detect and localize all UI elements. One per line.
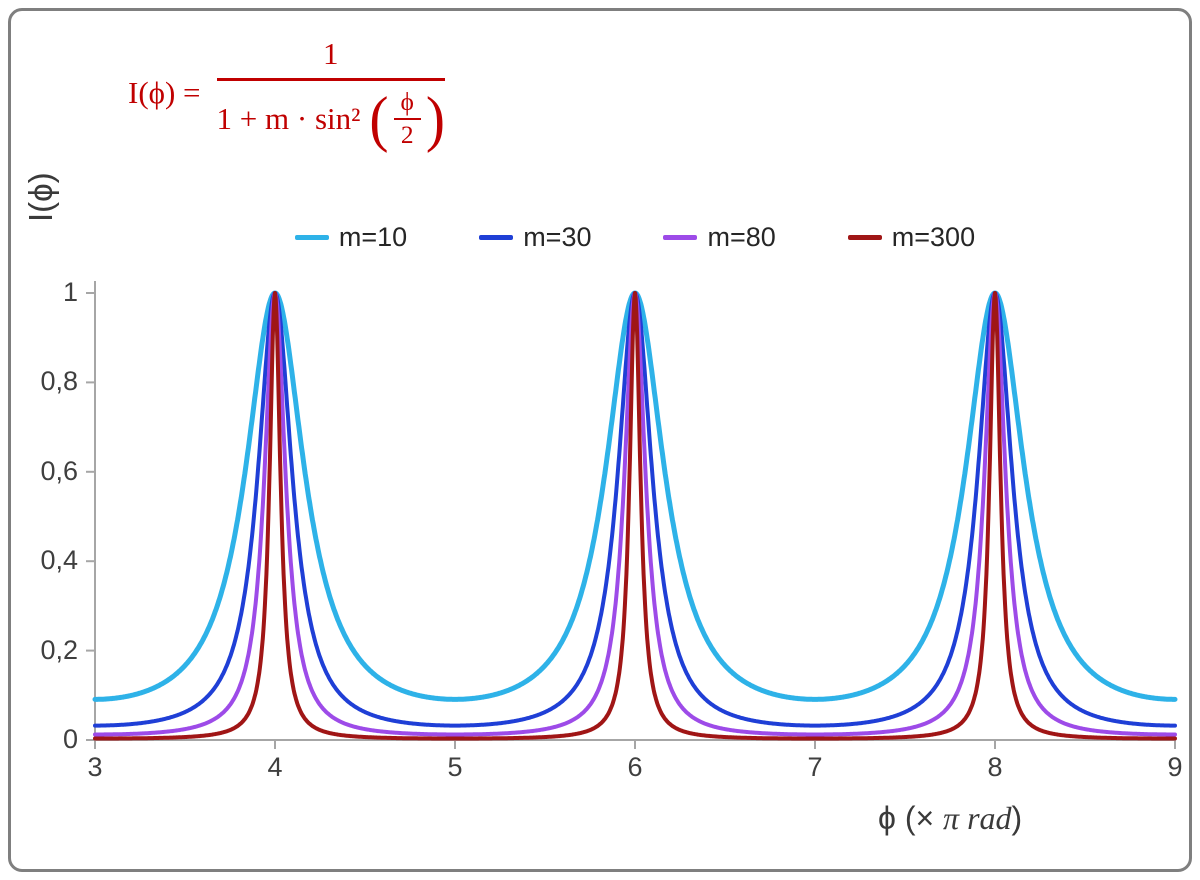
x-axis-title-unit: π rad bbox=[943, 800, 1012, 836]
x-axis-title-pre: ϕ (× bbox=[878, 800, 944, 836]
legend-item-m300: m=300 bbox=[847, 222, 976, 253]
legend-label-m10: m=10 bbox=[338, 222, 408, 252]
curve-m=80 bbox=[93, 291, 1177, 737]
x-tick-label-9: 9 bbox=[1167, 752, 1183, 782]
x-tick-label-5: 5 bbox=[447, 752, 463, 782]
y-tick-label-0: 0 bbox=[62, 724, 78, 754]
formula-lhs: I(ϕ) = bbox=[128, 75, 201, 111]
legend-item-m30: m=30 bbox=[479, 222, 591, 253]
x-tick-label-4: 4 bbox=[267, 752, 283, 782]
legend-swatch-m300 bbox=[847, 235, 882, 240]
legend-label-m80: m=80 bbox=[707, 222, 776, 252]
formula-inner-numerator: ϕ bbox=[393, 88, 421, 121]
legend: m=10 m=30 m=80 m=300 bbox=[95, 222, 1175, 253]
x-axis-title: ϕ (× π rad) bbox=[878, 800, 1022, 837]
formula-inner-fraction: ϕ 2 bbox=[393, 88, 421, 150]
legend-item-m80: m=80 bbox=[663, 222, 776, 253]
x-tick-label-7: 7 bbox=[807, 752, 823, 782]
legend-label-m300: m=300 bbox=[891, 222, 976, 252]
legend-swatch-m10 bbox=[294, 235, 329, 240]
y-tick-label-0,6: 0,6 bbox=[40, 455, 78, 486]
y-tick-label-0,2: 0,2 bbox=[40, 634, 78, 665]
legend-swatch-m30 bbox=[479, 235, 514, 240]
formula-inner-denominator: 2 bbox=[400, 121, 414, 150]
formula-fraction: 1 1 + m · sin² ( ϕ 2 ) bbox=[216, 36, 446, 150]
curve-m=300 bbox=[93, 291, 1177, 741]
right-paren: ) bbox=[425, 85, 446, 154]
legend-item-m10: m=10 bbox=[294, 222, 408, 253]
curve-m=30 bbox=[93, 291, 1177, 728]
x-axis-title-post: ) bbox=[1011, 800, 1023, 836]
left-paren: ( bbox=[369, 85, 389, 154]
x-tick-label-8: 8 bbox=[987, 752, 1003, 782]
y-tick-label-1: 1 bbox=[62, 277, 78, 307]
formula-denominator: 1 + m · sin² ( ϕ 2 ) bbox=[217, 81, 445, 150]
legend-label-m30: m=30 bbox=[523, 222, 592, 252]
formula-annotation: I(ϕ) = 1 1 + m · sin² ( ϕ 2 ) bbox=[128, 36, 446, 150]
y-axis-title: I(ϕ) bbox=[22, 172, 59, 222]
legend-swatch-m80 bbox=[663, 235, 698, 240]
x-tick-label-6: 6 bbox=[627, 752, 643, 782]
formula-denominator-prefix: 1 + m · sin² bbox=[216, 101, 361, 137]
y-tick-label-0,4: 0,4 bbox=[40, 545, 78, 576]
y-tick-label-0,8: 0,8 bbox=[40, 366, 78, 397]
x-tick-label-3: 3 bbox=[87, 752, 103, 782]
formula-numerator: 1 bbox=[216, 36, 446, 81]
